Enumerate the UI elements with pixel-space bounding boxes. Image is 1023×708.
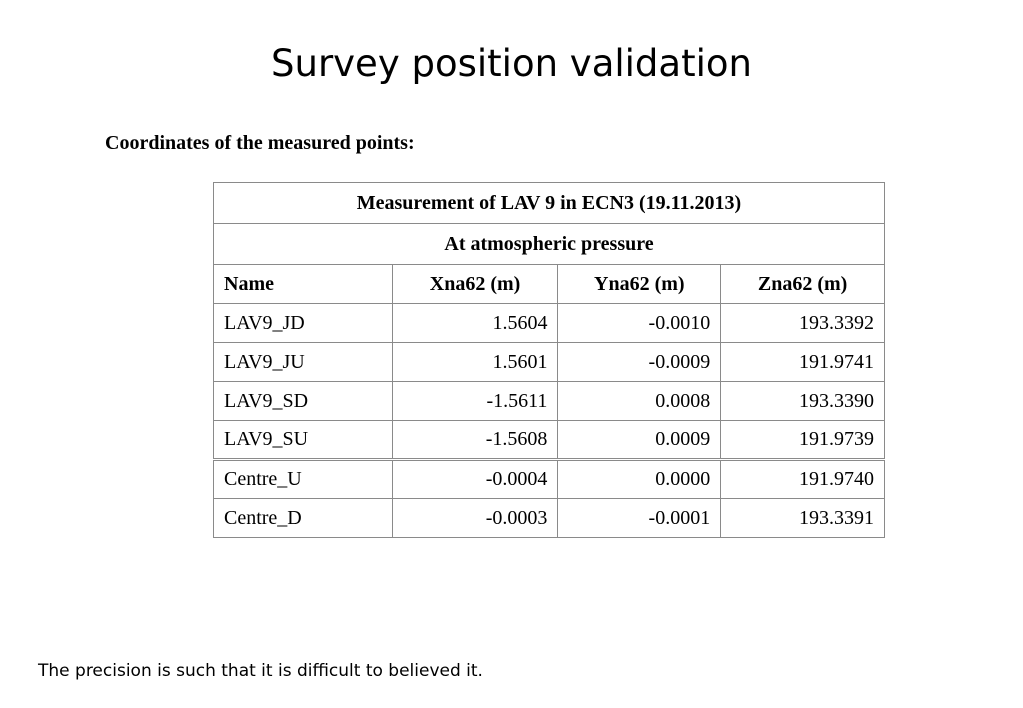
table-row: LAV9_SU -1.5608 0.0009 191.9739 <box>213 420 885 460</box>
point-name: LAV9_SU <box>213 420 393 460</box>
z-value: 193.3391 <box>720 498 885 538</box>
table-row: LAV9_SD -1.5611 0.0008 193.3390 <box>213 381 885 421</box>
table-row: Centre_D -0.0003 -0.0001 193.3391 <box>213 498 885 538</box>
x-value: -0.0003 <box>391 498 559 538</box>
y-value: -0.0001 <box>557 498 722 538</box>
table-caption: Measurement of LAV 9 in ECN3 (19.11.2013… <box>213 182 885 224</box>
x-value: -0.0004 <box>391 458 559 499</box>
table-row: Centre_U -0.0004 0.0000 191.9740 <box>213 458 885 499</box>
table-row: LAV9_JD 1.5604 -0.0010 193.3392 <box>213 303 885 343</box>
table-caption-row: Measurement of LAV 9 in ECN3 (19.11.2013… <box>213 182 885 224</box>
z-value: 193.3392 <box>720 303 885 343</box>
y-value: -0.0009 <box>557 342 722 382</box>
y-value: 0.0008 <box>557 381 722 421</box>
footnote: The precision is such that it is difficu… <box>38 661 483 681</box>
point-name: Centre_D <box>213 498 393 538</box>
coordinates-table: Measurement of LAV 9 in ECN3 (19.11.2013… <box>213 182 885 538</box>
table-header-row: Name Xna62 (m) Yna62 (m) Zna62 (m) <box>213 264 885 304</box>
point-name: LAV9_JD <box>213 303 393 343</box>
column-header-y: Yna62 (m) <box>557 264 722 304</box>
section-heading: Coordinates of the measured points: <box>105 132 415 154</box>
z-value: 191.9741 <box>720 342 885 382</box>
table-subcaption-row: At atmospheric pressure <box>213 223 885 265</box>
column-header-z: Zna62 (m) <box>720 264 885 304</box>
table-subcaption: At atmospheric pressure <box>213 223 885 265</box>
x-value: -1.5611 <box>391 381 559 421</box>
y-value: -0.0010 <box>557 303 722 343</box>
x-value: -1.5608 <box>391 420 559 460</box>
point-name: LAV9_JU <box>213 342 393 382</box>
z-value: 193.3390 <box>720 381 885 421</box>
x-value: 1.5601 <box>391 342 559 382</box>
table-row: LAV9_JU 1.5601 -0.0009 191.9741 <box>213 342 885 382</box>
point-name: Centre_U <box>213 458 393 499</box>
z-value: 191.9740 <box>720 458 885 499</box>
column-header-name: Name <box>213 264 393 304</box>
column-header-x: Xna62 (m) <box>391 264 559 304</box>
y-value: 0.0009 <box>557 420 722 460</box>
z-value: 191.9739 <box>720 420 885 460</box>
y-value: 0.0000 <box>557 458 722 499</box>
point-name: LAV9_SD <box>213 381 393 421</box>
x-value: 1.5604 <box>391 303 559 343</box>
slide-title: Survey position validation <box>271 42 752 85</box>
